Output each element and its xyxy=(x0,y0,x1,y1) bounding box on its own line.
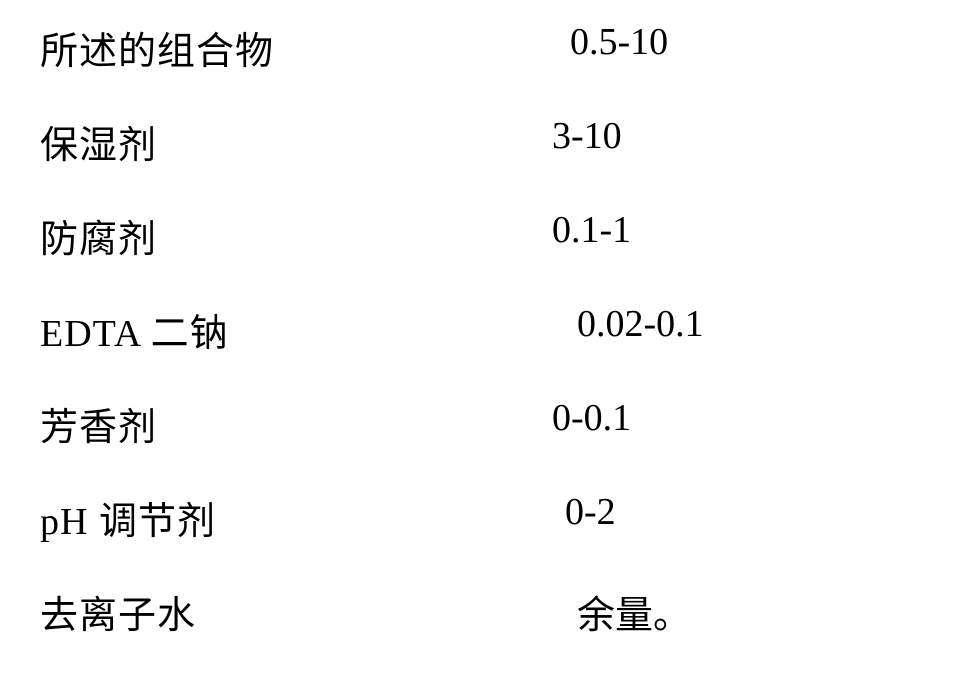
ingredient-value: 3-10 xyxy=(552,114,622,158)
ingredient-value: 0.02-0.1 xyxy=(577,302,704,346)
ingredient-label: 所述的组合物 xyxy=(40,20,274,75)
ingredient-value: 0-0.1 xyxy=(552,396,631,440)
ingredient-label: 防腐剂 xyxy=(40,208,157,263)
table-row: 芳香剂 0-0.1 xyxy=(40,396,917,490)
table-row: 保湿剂 3-10 xyxy=(40,114,917,208)
ingredient-label: 保湿剂 xyxy=(40,114,157,169)
table-row: 防腐剂 0.1-1 xyxy=(40,208,917,302)
ingredient-label: EDTA 二钠 xyxy=(40,302,229,357)
ingredient-value: 0.5-10 xyxy=(570,20,668,64)
ingredient-table: 所述的组合物 0.5-10 保湿剂 3-10 防腐剂 0.1-1 EDTA 二钠… xyxy=(0,0,957,698)
ingredient-value: 余量。 xyxy=(577,584,691,639)
ingredient-label: pH 调节剂 xyxy=(40,490,216,545)
table-row: EDTA 二钠 0.02-0.1 xyxy=(40,302,917,396)
ingredient-value: 0-2 xyxy=(565,490,616,534)
table-row: 所述的组合物 0.5-10 xyxy=(40,20,917,114)
ingredient-label: 去离子水 xyxy=(40,584,196,639)
table-row: 去离子水 余量。 xyxy=(40,584,917,678)
ingredient-label: 芳香剂 xyxy=(40,396,157,451)
table-row: pH 调节剂 0-2 xyxy=(40,490,917,584)
ingredient-value: 0.1-1 xyxy=(552,208,631,252)
